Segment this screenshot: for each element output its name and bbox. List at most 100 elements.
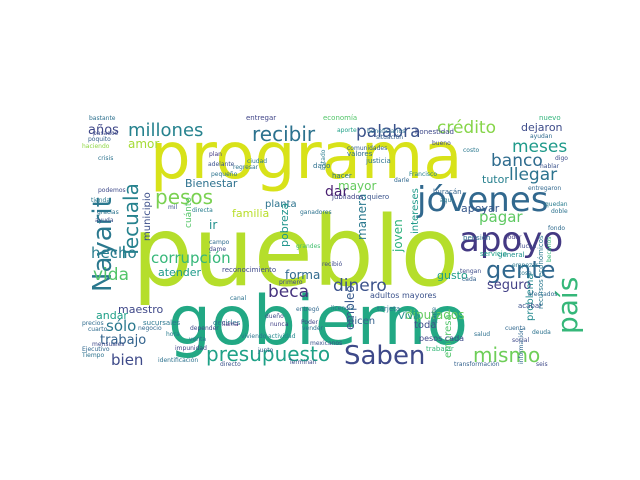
word-entregar: entregar <box>246 114 276 122</box>
word-quedan: quedan <box>545 201 568 208</box>
word-banco: banco <box>491 151 543 171</box>
word-hora: hora <box>166 331 180 338</box>
word-nunca: nunca <box>270 321 289 328</box>
word-cuenta: cuenta <box>505 325 526 332</box>
word-darle: darle <box>394 177 410 184</box>
word-tiempo: Tiempo <box>81 352 104 359</box>
word-licencia: licencia <box>331 305 354 312</box>
word-hablar: hablar <box>540 163 560 170</box>
word-dueno: dueño <box>265 313 284 320</box>
word-mil: mil <box>168 204 178 211</box>
word-regresar: regresar <box>233 164 259 171</box>
word-tecuala: Tecuala <box>119 183 143 259</box>
word-justicia: justicia <box>365 157 391 165</box>
word-identificacion: identificación <box>158 357 198 364</box>
word-recursos-economicos: recursos económicos <box>537 235 545 309</box>
word-precios: precios <box>82 320 104 327</box>
word-mensuales: mensuales <box>92 341 124 348</box>
word-seguro: seguro <box>487 278 531 293</box>
word-toda: toda <box>414 320 437 331</box>
word-entregaron: entregaron <box>528 185 561 192</box>
word-pueblo: pueblo <box>132 196 459 308</box>
word-beca: beca <box>268 282 309 302</box>
word-atender: atender <box>158 266 202 279</box>
word-informacion: información <box>518 328 525 364</box>
word-depender: depender <box>190 325 219 332</box>
word-gente: gente <box>486 256 555 284</box>
word-ganadores: ganadores <box>300 209 332 216</box>
word-maestro: maestro <box>118 303 164 316</box>
word-saben: Saben <box>344 341 425 371</box>
word-solo: sólo <box>106 317 136 335</box>
word-familia: familia <box>232 207 269 220</box>
word-empresa: empresa <box>443 314 454 358</box>
word-comunidades: comunidades <box>347 145 387 152</box>
word-grandes: grandes <box>296 243 320 250</box>
word-cosa: cosa <box>518 270 532 277</box>
word-anos: años <box>88 123 119 138</box>
word-llama: llama <box>222 321 239 328</box>
word-reconocimiento: reconocimiento <box>222 266 276 274</box>
word-tengan: tengan <box>460 268 481 275</box>
word-pequeno: pequeño <box>211 171 238 178</box>
word-bienestar: Bienestar <box>185 177 238 190</box>
word-social: social <box>512 337 529 344</box>
word-programa: programa <box>150 120 462 194</box>
word-viva: Viva <box>398 311 419 322</box>
word-gobierno: gobierno <box>168 282 468 361</box>
word-transformacion: transformación <box>454 361 500 368</box>
word-tutor: tutor <box>482 173 509 186</box>
word-apoyar: apoyar <box>461 202 500 215</box>
word-adultos-mayores: adultos mayores <box>370 291 437 300</box>
word-empezar: empezar <box>512 262 539 269</box>
word-dar: dar <box>325 184 348 200</box>
word-tarjeta: tarjeta <box>377 305 400 313</box>
word-junto: junto <box>257 347 274 354</box>
word-vender: vender <box>302 325 324 332</box>
word-bien: bien <box>111 351 143 369</box>
word-hecho: hecho <box>91 244 137 262</box>
word-ciudad: ciudad <box>247 158 267 165</box>
word-llegar: llegar <box>509 165 557 185</box>
word-mexicanos: mexicanos <box>310 340 342 347</box>
word-intereses: intereses <box>410 188 421 234</box>
word-ir: ir <box>209 218 217 232</box>
word-decirles: decirles <box>213 319 241 327</box>
word-crisis: crisis <box>98 155 113 162</box>
word-trabajo: trabajo <box>100 333 146 348</box>
word-poder: Poder <box>301 319 319 326</box>
word-directa: directa <box>192 207 213 214</box>
word-pension: pensión <box>463 234 491 242</box>
word-viviendo: viviendo <box>241 333 267 340</box>
word-aporte: aporte <box>337 127 357 134</box>
word-trabajar: trabajar <box>426 345 454 353</box>
word-afectados: afectados <box>528 291 557 298</box>
word-problema: problema <box>525 273 536 321</box>
word-directo: directo <box>220 361 241 368</box>
word-pesos: pesos <box>155 185 213 209</box>
word-dinero: dinero <box>333 276 387 296</box>
word-digo: digo <box>555 155 568 162</box>
word-bueno: bueno <box>432 140 451 147</box>
word-actividad: actividad <box>268 333 296 340</box>
word-canal: canal <box>230 295 246 302</box>
word-municipio: municipio <box>142 192 153 241</box>
word-terminan: Terminan <box>288 359 317 366</box>
word-pesos-cada: pesos cada <box>419 334 464 343</box>
word-huracan: huracán <box>433 188 462 196</box>
word-salud: salud <box>474 331 490 338</box>
word-poder: poder <box>504 234 522 241</box>
word-costo: costo <box>463 147 479 154</box>
word-millones: millones <box>128 120 203 141</box>
word-pagar: pagar <box>479 208 523 226</box>
word-mismo: mismo <box>473 343 540 367</box>
word-ejecutivo: Ejecutivo <box>82 346 110 353</box>
word-apoyo: apoyo <box>459 220 563 260</box>
word-joven: joven <box>391 219 405 253</box>
word-credito: crédito <box>437 118 496 138</box>
word-cada: cada <box>462 276 477 283</box>
word-parte: parte <box>431 307 438 323</box>
